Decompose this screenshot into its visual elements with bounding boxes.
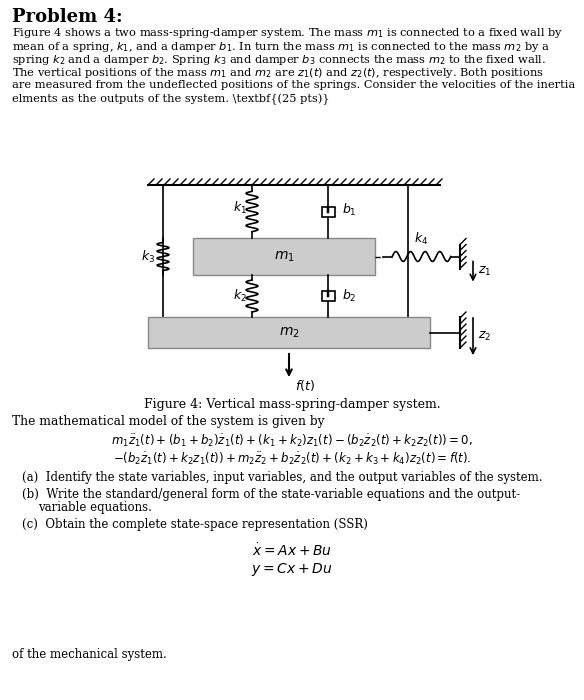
Text: mean of a spring, $k_1$, and a damper $b_1$. In turn the mass $m_1$ is connected: mean of a spring, $k_1$, and a damper $b…: [12, 39, 550, 53]
Text: (c)  Obtain the complete state-space representation (SSR): (c) Obtain the complete state-space repr…: [22, 518, 368, 531]
Text: elments as the outputs of the system. \textbf{(25 pts)}: elments as the outputs of the system. \t…: [12, 94, 329, 105]
Text: $k_1$: $k_1$: [233, 199, 247, 216]
Text: Figure 4 shows a two mass-spring-damper system. The mass $m_1$ is connected to a: Figure 4 shows a two mass-spring-damper …: [12, 26, 563, 40]
Text: are measured from the undeflected positions of the springs. Consider the velocit: are measured from the undeflected positi…: [12, 80, 575, 90]
Text: $y = Cx + Du$: $y = Cx + Du$: [251, 561, 333, 578]
Text: spring $k_2$ and a damper $b_2$. Spring $k_3$ and damper $b_3$ connects the mass: spring $k_2$ and a damper $b_2$. Spring …: [12, 53, 546, 67]
Text: (a)  Identify the state variables, input variables, and the output variables of : (a) Identify the state variables, input …: [22, 471, 543, 484]
Text: $-(b_2\dot{z}_1(t) + k_2z_1(t)) + m_2\ddot{z}_2 + b_2\dot{z}_2(t) + (k_2 + k_3 +: $-(b_2\dot{z}_1(t) + k_2z_1(t)) + m_2\dd…: [113, 450, 471, 467]
Text: variable equations.: variable equations.: [38, 501, 152, 514]
Text: $f(t)$: $f(t)$: [295, 378, 315, 393]
Bar: [322, 291, 335, 301]
Text: $m_1\ddot{z}_1(t) + (b_1 + b_2)\dot{z}_1(t) + (k_1 + k_2)z_1(t) - (b_2\dot{z}_2(: $m_1\ddot{z}_1(t) + (b_1 + b_2)\dot{z}_1…: [111, 432, 473, 449]
Text: The mathematical model of the system is given by: The mathematical model of the system is …: [12, 415, 325, 428]
Text: $\dot{x} = Ax + Bu$: $\dot{x} = Ax + Bu$: [252, 542, 332, 559]
Text: Problem 4:: Problem 4:: [12, 8, 123, 26]
Text: (b)  Write the standard/general form of the state-variable equations and the out: (b) Write the standard/general form of t…: [22, 488, 520, 501]
FancyBboxPatch shape: [148, 317, 430, 348]
Text: $z_1$: $z_1$: [478, 265, 491, 278]
Text: $k_3$: $k_3$: [141, 248, 155, 265]
Text: of the mechanical system.: of the mechanical system.: [12, 648, 167, 661]
Text: $k_2$: $k_2$: [233, 288, 247, 304]
Text: $b_1$: $b_1$: [342, 202, 357, 218]
Text: The vertical positions of the mass $m_1$ and $m_2$ are $z_1(t)$ and $z_2(t)$, re: The vertical positions of the mass $m_1$…: [12, 66, 544, 80]
Bar: [322, 206, 335, 216]
Text: $z_2$: $z_2$: [478, 330, 491, 343]
Text: $b_2$: $b_2$: [342, 288, 357, 304]
Text: $m_1$: $m_1$: [274, 249, 294, 264]
Text: $m_2$: $m_2$: [279, 326, 300, 340]
FancyBboxPatch shape: [193, 238, 375, 275]
Text: $k_4$: $k_4$: [415, 232, 429, 248]
Text: Figure 4: Vertical mass-spring-damper system.: Figure 4: Vertical mass-spring-damper sy…: [144, 398, 440, 411]
